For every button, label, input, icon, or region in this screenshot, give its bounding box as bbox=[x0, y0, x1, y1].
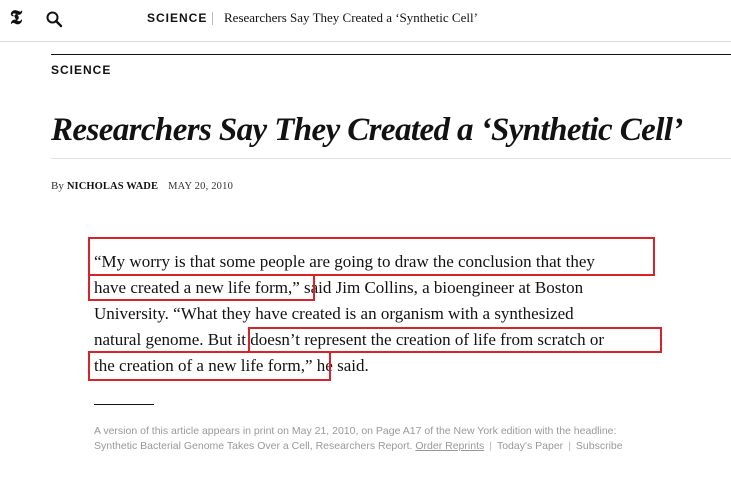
highlight-box-line-4 bbox=[248, 327, 662, 353]
headline-divider bbox=[51, 158, 731, 159]
byline-prefix: By bbox=[51, 180, 64, 192]
publish-date: MAY 20, 2010 bbox=[168, 181, 234, 192]
highlight-box-line-1 bbox=[88, 237, 655, 276]
highlight-box-line-2 bbox=[88, 274, 315, 301]
nyt-logo-icon[interactable]: 𝕿 bbox=[9, 7, 23, 29]
quote-line-3: University. “What they have created is a… bbox=[94, 304, 574, 323]
quote-line-5: the creation of a new life form,” he sai… bbox=[94, 356, 369, 375]
order-reprints-link[interactable]: Order Reprints bbox=[415, 440, 485, 452]
top-navigation-bar: 𝕿 SCIENCE Researchers Say They Created a… bbox=[0, 0, 731, 42]
print-headline: Synthetic Bacterial Genome Takes Over a … bbox=[94, 440, 413, 452]
footnote-separator: | bbox=[489, 440, 492, 452]
footnote-separator: | bbox=[568, 440, 571, 452]
quote-line-1: “My worry is that some people are going … bbox=[94, 252, 595, 271]
quote-line-2: have created a new life form,” said Jim … bbox=[94, 278, 584, 297]
footer-rule bbox=[94, 404, 154, 405]
search-icon[interactable] bbox=[45, 10, 63, 28]
todays-paper-link[interactable]: Today's Paper bbox=[496, 440, 564, 452]
top-divider bbox=[212, 12, 213, 25]
print-edition-note: A version of this article appears in pri… bbox=[94, 425, 617, 437]
top-section-link[interactable]: SCIENCE bbox=[147, 11, 208, 25]
author-name[interactable]: NICHOLAS WADE bbox=[66, 181, 159, 192]
article-headline: Researchers Say They Created a ‘Syntheti… bbox=[51, 112, 683, 148]
section-rule bbox=[51, 54, 731, 55]
top-headline: Researchers Say They Created a ‘Syntheti… bbox=[224, 10, 478, 25]
byline: By NICHOLAS WADE MAY 20, 2010 bbox=[51, 180, 233, 192]
print-edition-note-line-2: Synthetic Bacterial Genome Takes Over a … bbox=[94, 439, 654, 454]
quote-line-4: natural genome. But it doesn’t represent… bbox=[94, 330, 604, 349]
highlight-box-line-5 bbox=[88, 351, 331, 381]
subscribe-link[interactable]: Subscribe bbox=[575, 440, 623, 452]
section-label[interactable]: SCIENCE bbox=[51, 63, 112, 77]
